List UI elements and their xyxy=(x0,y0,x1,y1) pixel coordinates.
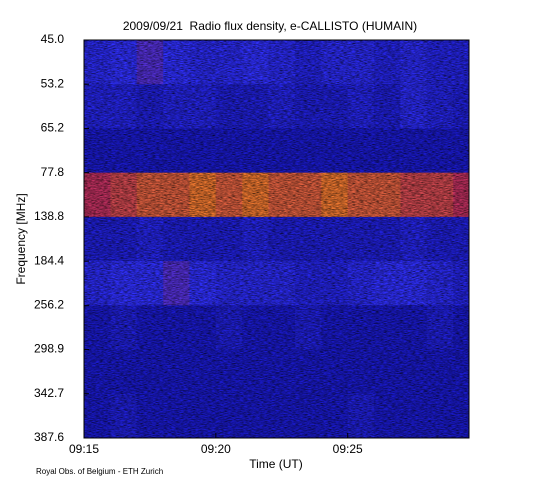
y-tick-label: 45.0 xyxy=(41,32,65,46)
x-tick-label: 09:20 xyxy=(201,442,231,456)
y-tick-label: 53.2 xyxy=(41,76,65,90)
chart-title: 2009/09/21 Radio flux density, e-CALLIST… xyxy=(123,19,417,33)
y-tick-label: 342.7 xyxy=(34,386,64,400)
y-tick-label: 138.8 xyxy=(34,209,64,223)
y-tick-label: 256.2 xyxy=(34,298,64,312)
plot-frame xyxy=(83,39,470,439)
y-axis-label: Frequency [MHz] xyxy=(14,193,28,284)
y-tick-label: 387.6 xyxy=(34,430,64,444)
x-tick-label: 09:15 xyxy=(69,442,99,456)
x-tick-label: 09:25 xyxy=(333,442,363,456)
y-tick-label: 65.2 xyxy=(41,121,65,135)
texture xyxy=(84,40,469,438)
y-tick-label: 77.8 xyxy=(41,165,65,179)
footnote: Royal Obs. of Belgium - ETH Zurich xyxy=(36,467,163,476)
x-axis-label: Time (UT) xyxy=(249,457,303,471)
y-tick-label: 298.9 xyxy=(34,342,64,356)
y-tick-label: 184.4 xyxy=(34,253,64,267)
